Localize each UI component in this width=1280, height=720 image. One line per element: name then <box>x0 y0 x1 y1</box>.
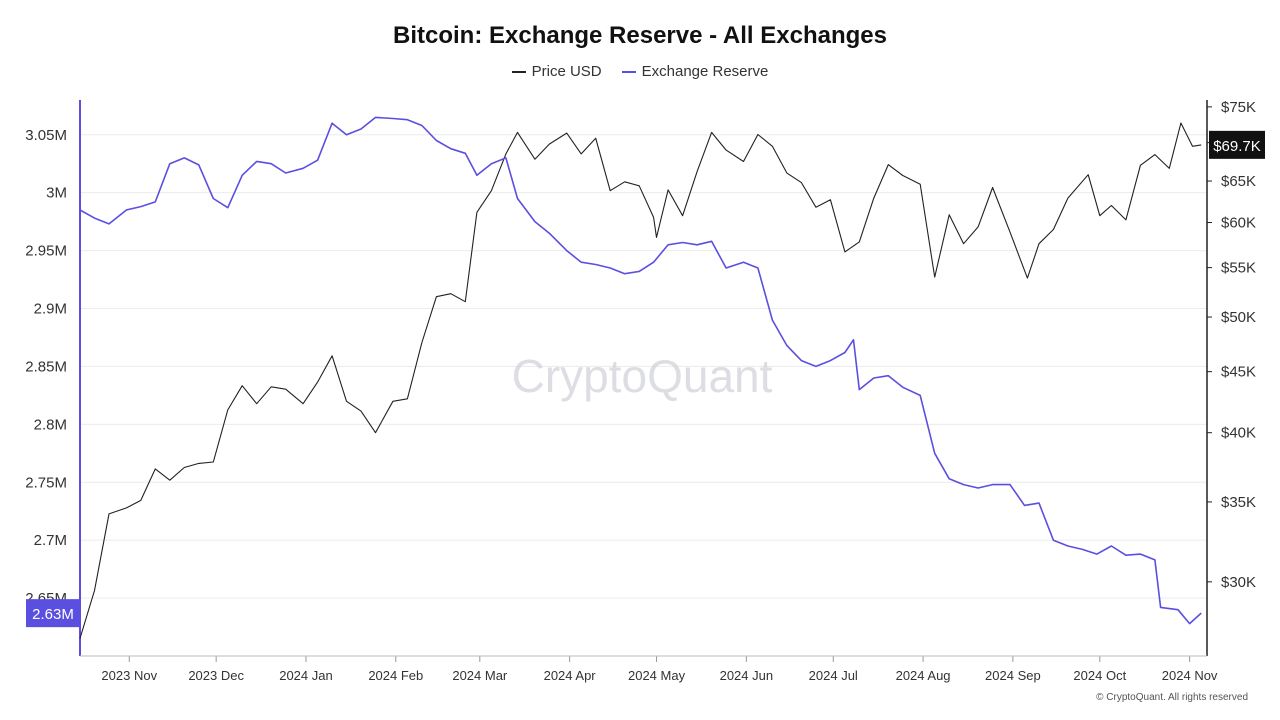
legend-item-price[interactable]: Price USD <box>511 63 602 80</box>
x-axis-tick-label: 2024 May <box>628 668 686 683</box>
left-axis-tick-label: 2.95M <box>25 243 67 260</box>
current-reserve-badge <box>26 599 80 628</box>
series-lines <box>79 116 1202 639</box>
current-price-label: $69.7K <box>1213 138 1261 155</box>
x-axis-tick-label: 2024 Apr <box>544 668 597 683</box>
current-price-badge <box>1209 130 1265 159</box>
x-axis-tick-label: 2024 Oct <box>1073 668 1126 683</box>
left-axis-tick-label: 2.9M <box>34 301 67 318</box>
left-axis-tick-label: 3.05M <box>25 127 67 144</box>
x-axis-tick-label: 2023 Nov <box>101 668 157 683</box>
right-axis-tick-label: $45K <box>1221 364 1256 381</box>
right-axis-tick-label: $40K <box>1221 425 1256 442</box>
right-axis-tick-label: $30K <box>1221 574 1256 591</box>
right-axis-tick-label: $60K <box>1221 215 1256 232</box>
right-axis-tick-label: $55K <box>1221 260 1256 277</box>
watermark: CryptoQuant <box>512 350 773 402</box>
series-line-exchange-reserve <box>79 116 1202 625</box>
current-reserve-label: 2.63M <box>32 606 74 623</box>
legend-label-price: Price USD <box>531 63 602 80</box>
left-axis-tick-label: 2.75M <box>25 474 67 491</box>
left-axis-tick-label: 3M <box>46 185 67 202</box>
legend-label-exchange-reserve: Exchange Reserve <box>641 63 769 80</box>
legend-swatch-exchange-reserve <box>621 70 636 73</box>
x-axis-tick-label: 2024 Nov <box>1162 668 1218 683</box>
chart-title: Bitcoin: Exchange Reserve - All Exchange… <box>393 22 887 49</box>
x-axis-tick-label: 2024 Feb <box>368 668 423 683</box>
axes <box>79 100 1212 662</box>
x-axis-tick-label: 2024 Jan <box>279 668 333 683</box>
right-axis-tick-label: $50K <box>1221 309 1256 326</box>
copyright-notice: © CryptoQuant. All rights reserved <box>1096 692 1248 703</box>
series-line-price <box>79 122 1202 639</box>
legend-item-exchange-reserve[interactable]: Exchange Reserve <box>621 63 769 80</box>
x-axis-tick-label: 2023 Dec <box>188 668 244 683</box>
right-axis-tick-label: $75K <box>1221 99 1256 116</box>
right-axis-tick-label: $65K <box>1221 173 1256 190</box>
left-axis-tick-label: 2.85M <box>25 358 67 375</box>
grid-lines <box>80 134 1207 599</box>
right-axis-tick-label: $35K <box>1221 494 1256 511</box>
left-axis-tick-label: 2.7M <box>34 532 67 549</box>
x-axis-tick-label: 2024 Jun <box>720 668 774 683</box>
x-axis-tick-label: 2024 Mar <box>452 668 508 683</box>
left-axis-tick-label: 2.8M <box>34 416 67 433</box>
legend: Price USD Exchange Reserve <box>0 63 1280 80</box>
x-axis-tick-label: 2024 Jul <box>809 668 858 683</box>
x-axis-tick-label: 2024 Sep <box>985 668 1041 683</box>
legend-swatch-price <box>511 70 526 73</box>
x-axis-tick-label: 2024 Aug <box>896 668 951 683</box>
axis-labels: 2.65M2.7M2.75M2.8M2.85M2.9M2.95M3M3.05M$… <box>25 99 1265 683</box>
